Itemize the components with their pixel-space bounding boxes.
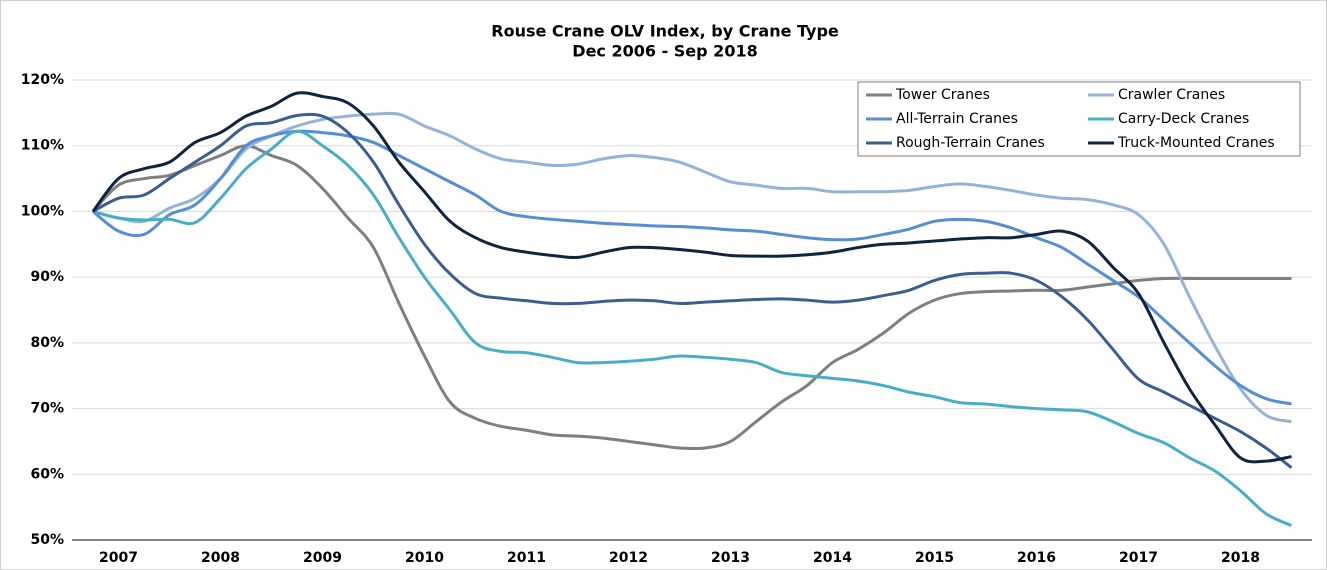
y-tick-label: 120% bbox=[21, 72, 64, 88]
series-line bbox=[91, 91, 1292, 464]
x-tick-label: 2018 bbox=[1221, 550, 1260, 566]
series-line bbox=[92, 112, 1293, 469]
x-tick-label: 2007 bbox=[99, 550, 138, 566]
y-tick-label: 50% bbox=[30, 532, 64, 548]
x-tick-label: 2012 bbox=[609, 550, 648, 566]
series-line bbox=[92, 111, 1292, 424]
y-tick-label: 110% bbox=[21, 138, 64, 154]
x-tick-label: 2009 bbox=[303, 550, 342, 566]
legend-box bbox=[857, 81, 1301, 157]
x-tick-label: 2015 bbox=[915, 550, 954, 566]
x-tick-label: 2008 bbox=[201, 550, 240, 566]
legend-label: All-Terrain Cranes bbox=[896, 111, 1018, 127]
legend-label: Rough-Terrain Cranes bbox=[896, 135, 1045, 151]
series-line bbox=[92, 129, 1293, 527]
y-tick-label: 70% bbox=[30, 401, 64, 417]
x-tick-label: 2016 bbox=[1017, 550, 1056, 566]
chart-subtitle: Dec 2006 - Sep 2018 bbox=[572, 42, 757, 61]
y-tick-label: 80% bbox=[30, 335, 64, 351]
x-tick-label: 2011 bbox=[507, 550, 546, 566]
x-tick-label: 2017 bbox=[1119, 550, 1158, 566]
series-line bbox=[91, 144, 1292, 451]
legend-label: Truck-Mounted Cranes bbox=[1117, 135, 1275, 151]
legend-label: Tower Cranes bbox=[895, 87, 990, 103]
legend-label: Crawler Cranes bbox=[1118, 87, 1225, 103]
legend-label: Carry-Deck Cranes bbox=[1118, 111, 1249, 127]
y-tick-label: 100% bbox=[21, 203, 64, 219]
x-tick-label: 2013 bbox=[711, 550, 750, 566]
y-tick-label: 60% bbox=[30, 466, 64, 482]
y-tick-label: 90% bbox=[30, 269, 64, 285]
x-tick-label: 2010 bbox=[405, 550, 444, 566]
x-tick-label: 2014 bbox=[813, 550, 852, 566]
chart-title: Rouse Crane OLV Index, by Crane Type bbox=[491, 22, 839, 41]
